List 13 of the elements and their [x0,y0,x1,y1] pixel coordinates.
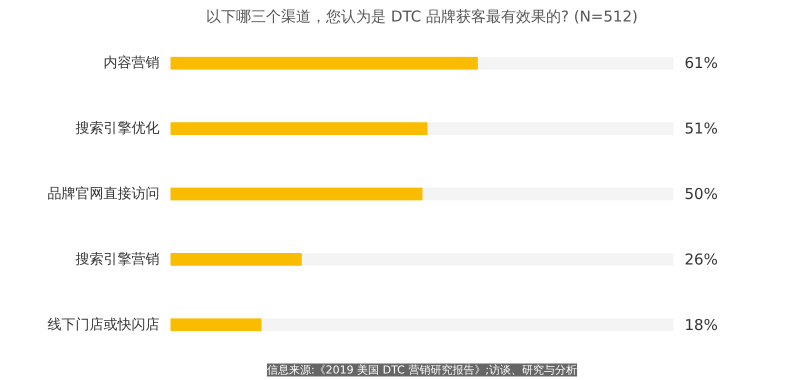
data-label: 26% [684,250,718,268]
text: 信息来源:《2019 美国 DTC 营销研究报告》;访谈、研究与分析 [266,364,578,376]
data-label: 61% [684,54,718,72]
y-tick-label: 品牌官网直接访问 [48,186,160,202]
data-label: 18% [684,316,718,334]
y-tick-label: 内容营销 [104,55,160,72]
chart-title: 以下哪三个渠道，您认为是 DTC 品牌获客最有效果的? (N=512) [206,8,638,26]
data-label: 50% [684,185,718,203]
y-tick-label: 线下门店或快闪店 [48,316,160,333]
y-tick-label: 搜索引擎优化 [76,120,160,137]
data-label: 51% [684,120,718,138]
bar [170,318,262,332]
y-tick-label: 搜索引擎营销 [76,251,160,268]
